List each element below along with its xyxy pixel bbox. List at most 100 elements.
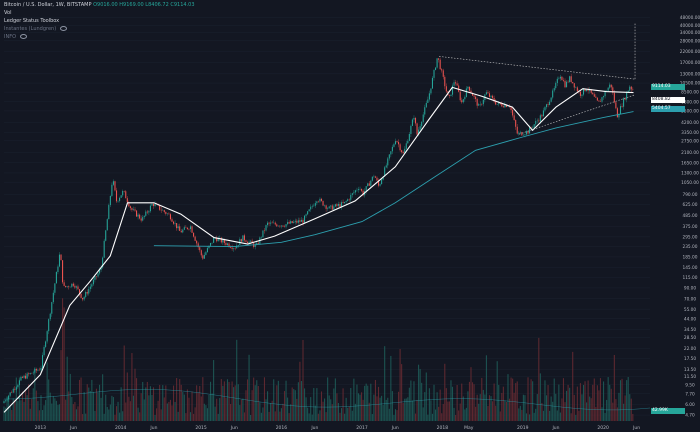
candle-body (18, 380, 20, 385)
volume-bar (83, 392, 85, 421)
volume-bar (231, 381, 233, 421)
candle-body (282, 225, 284, 227)
indicator-legend-3[interactable]: INFO (4, 34, 27, 41)
candle-body (276, 224, 278, 227)
volume-bar (407, 397, 409, 421)
volume-bar (123, 345, 125, 421)
time-axis[interactable]: 2013 Jun 2014 Jun 2015 Jun 2016 Jun 2017 Jun 2018 M… (35, 425, 641, 431)
volume-bar (579, 383, 581, 421)
y-tick-label: 13000.00 (680, 71, 700, 77)
candle-body (267, 222, 269, 226)
volume-bar (105, 394, 107, 421)
candle-body (193, 232, 195, 237)
volume-bar (58, 404, 61, 421)
candle-body (547, 104, 549, 105)
volume-bar (11, 409, 13, 421)
volume-bar (57, 404, 59, 421)
candle-body (464, 97, 466, 100)
candle-body (404, 148, 406, 154)
volume-bar (268, 411, 270, 421)
volume-bar (208, 394, 210, 421)
indicator-legend-2[interactable]: Instantes (Lundgren) (4, 26, 67, 33)
volume-bar (422, 407, 424, 421)
x-tick-label: Jun (551, 425, 559, 431)
x-tick-label: Jun (149, 425, 157, 431)
candle-body (112, 181, 114, 185)
candle-body (125, 191, 127, 199)
volume-bar (575, 414, 577, 421)
candle-body (182, 229, 184, 233)
volume-bar (5, 407, 7, 421)
volume-bar (603, 381, 605, 421)
volume-bar (518, 408, 520, 421)
volume-bar (223, 381, 225, 421)
candle-body (451, 85, 454, 95)
candle-body (28, 373, 30, 375)
candle-body (470, 90, 472, 93)
candle-body (542, 110, 544, 117)
volume-bar (618, 392, 620, 421)
volume-bar (274, 411, 276, 421)
volume-bar (71, 397, 73, 421)
candle-body (598, 100, 600, 102)
indicator-legend-1[interactable]: Ledger Status Toolbox (4, 18, 59, 25)
volume-bar (185, 413, 187, 421)
chart-legend-title[interactable]: Bitcoin / U.S. Dollar, 1W, BITSTAMP O901… (4, 2, 195, 8)
y-tick-label: 48000.00 (680, 15, 700, 21)
volume-bar (277, 380, 279, 421)
candle-body (274, 222, 276, 225)
candle-body (342, 202, 344, 204)
volume-bar (354, 403, 356, 421)
candle-body (493, 98, 495, 102)
candle-body (52, 292, 54, 303)
volume-bar (304, 388, 306, 421)
candle-body (539, 115, 541, 122)
candle-body (485, 92, 487, 95)
volume-bar (140, 393, 142, 421)
eye-icon[interactable] (19, 34, 27, 39)
volume-bar (541, 402, 543, 421)
volume-bar (448, 401, 450, 421)
candle-body (225, 242, 227, 245)
volume-bar (103, 413, 105, 421)
candle-body (314, 203, 316, 206)
volume-bar (217, 413, 219, 421)
candle-body (307, 211, 309, 215)
volume-bar (367, 385, 369, 421)
candle-body (592, 92, 594, 95)
candle-body (388, 154, 390, 159)
volume-bar (459, 403, 461, 421)
candle-body (46, 331, 48, 342)
candle-body (183, 227, 185, 230)
candle-body (97, 273, 99, 277)
volume-value-label: 42.99K (651, 408, 685, 414)
candle-body (228, 243, 230, 247)
volume-bar (626, 380, 628, 421)
volume-bar (199, 385, 201, 421)
candle-body (527, 131, 529, 134)
candle-body (146, 211, 148, 213)
candle-body (586, 89, 588, 92)
candle-body (544, 107, 546, 111)
candle-body (48, 319, 50, 332)
trendline (518, 94, 636, 135)
candle-body (91, 284, 93, 287)
volume-bar (532, 381, 534, 421)
candle-body (299, 220, 301, 222)
volume-bar (125, 402, 127, 421)
volume-bar (547, 385, 549, 421)
volume-bar (31, 399, 33, 421)
volume-bar (45, 400, 47, 421)
volume-bar (179, 379, 181, 421)
candle-body (524, 134, 526, 136)
eye-icon[interactable] (59, 26, 67, 31)
volume-legend[interactable]: Vol (4, 10, 11, 17)
candle-body (302, 219, 304, 223)
volume-bar (334, 378, 336, 421)
volume-bar (347, 407, 349, 421)
volume-bar (359, 394, 361, 421)
volume-bar (12, 398, 14, 421)
candle-body (245, 240, 247, 242)
